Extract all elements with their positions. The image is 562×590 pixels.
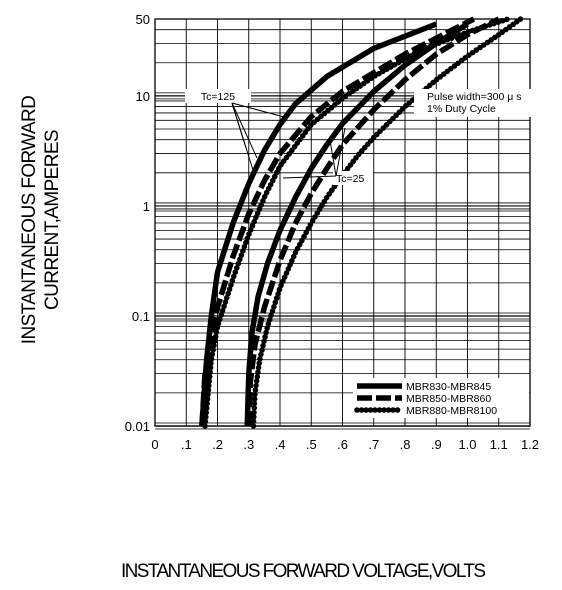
- series-curve-dashed-tc25: [246, 16, 501, 427]
- series-curve-dotted-tc125: [202, 16, 511, 429]
- legend-label-830-845: MBR830-MBR845: [406, 381, 491, 393]
- plot-frame: [154, 18, 531, 427]
- x-tick-label: .2: [212, 437, 223, 452]
- x-tick-label: 0: [151, 437, 158, 452]
- legend-label-850-860: MBR850-MBR860: [406, 393, 491, 405]
- pulse-note-box: [414, 89, 560, 117]
- y-tick-label: 0.1: [132, 309, 150, 324]
- legend: MBR830-MBR845 MBR850-MBR860 MBR880-MBR81…: [353, 378, 529, 418]
- tc-high-label-box: [185, 89, 251, 103]
- tc-high-leaders: [231, 102, 285, 171]
- series-curve-solid-tc125: [199, 21, 438, 427]
- tc-low-label: Tc=25: [336, 173, 364, 185]
- x-tick-label: .1: [181, 437, 192, 452]
- y-axis-label: INSTANTANEOUS FORWARD CURRENT,AMPERES: [19, 96, 63, 344]
- y-tick-label: 50: [136, 12, 150, 27]
- y-axis-label-line-2: CURRENT,AMPERES: [42, 130, 63, 310]
- y-tick-label: 10: [136, 89, 150, 104]
- y-tick-label: 0.01: [125, 419, 150, 434]
- x-tick-label: .6: [337, 437, 348, 452]
- x-tick-labels: 0 .1 .2 .3 .4 .5 .6 .7 .8 .9 1.0 1.1 1.2: [151, 437, 539, 452]
- x-tick-label: 1.2: [521, 437, 539, 452]
- series-curve-dotted-tc25: [250, 16, 524, 429]
- x-tick-label: .3: [243, 437, 254, 452]
- x-tick-label: .4: [275, 437, 286, 452]
- x-axis-label: INSTANTANEOUS FORWARD VOLTAGE,VOLTS: [121, 561, 486, 582]
- x-tick-label: .5: [306, 437, 317, 452]
- x-tick-label: .8: [400, 437, 411, 452]
- tc-low-label-box: [333, 171, 373, 185]
- series-curve-dashed-tc125: [199, 16, 476, 427]
- y-tick-label: 1: [143, 199, 150, 214]
- x-tick-label: 1.0: [458, 437, 476, 452]
- duty-cycle-label: 1% Duty Cycle: [427, 103, 496, 115]
- x-tick-label: 1.1: [490, 437, 508, 452]
- y-tick-labels: 0.01 0.1 1 10 50: [125, 12, 150, 434]
- series-curve-solid-tc25: [244, 21, 469, 427]
- pulse-width-label: Pulse width=300 μ s: [427, 91, 521, 103]
- x-tick-label: .7: [368, 437, 379, 452]
- tc-high-label: Tc=125: [201, 91, 235, 103]
- series-curves: [199, 16, 524, 429]
- legend-label-880-8100: MBR880-MBR8100: [406, 405, 497, 417]
- y-axis-label-line-1: INSTANTANEOUS FORWARD: [19, 96, 40, 344]
- tc-low-leaders: [282, 127, 346, 179]
- x-tick-label: .9: [431, 437, 442, 452]
